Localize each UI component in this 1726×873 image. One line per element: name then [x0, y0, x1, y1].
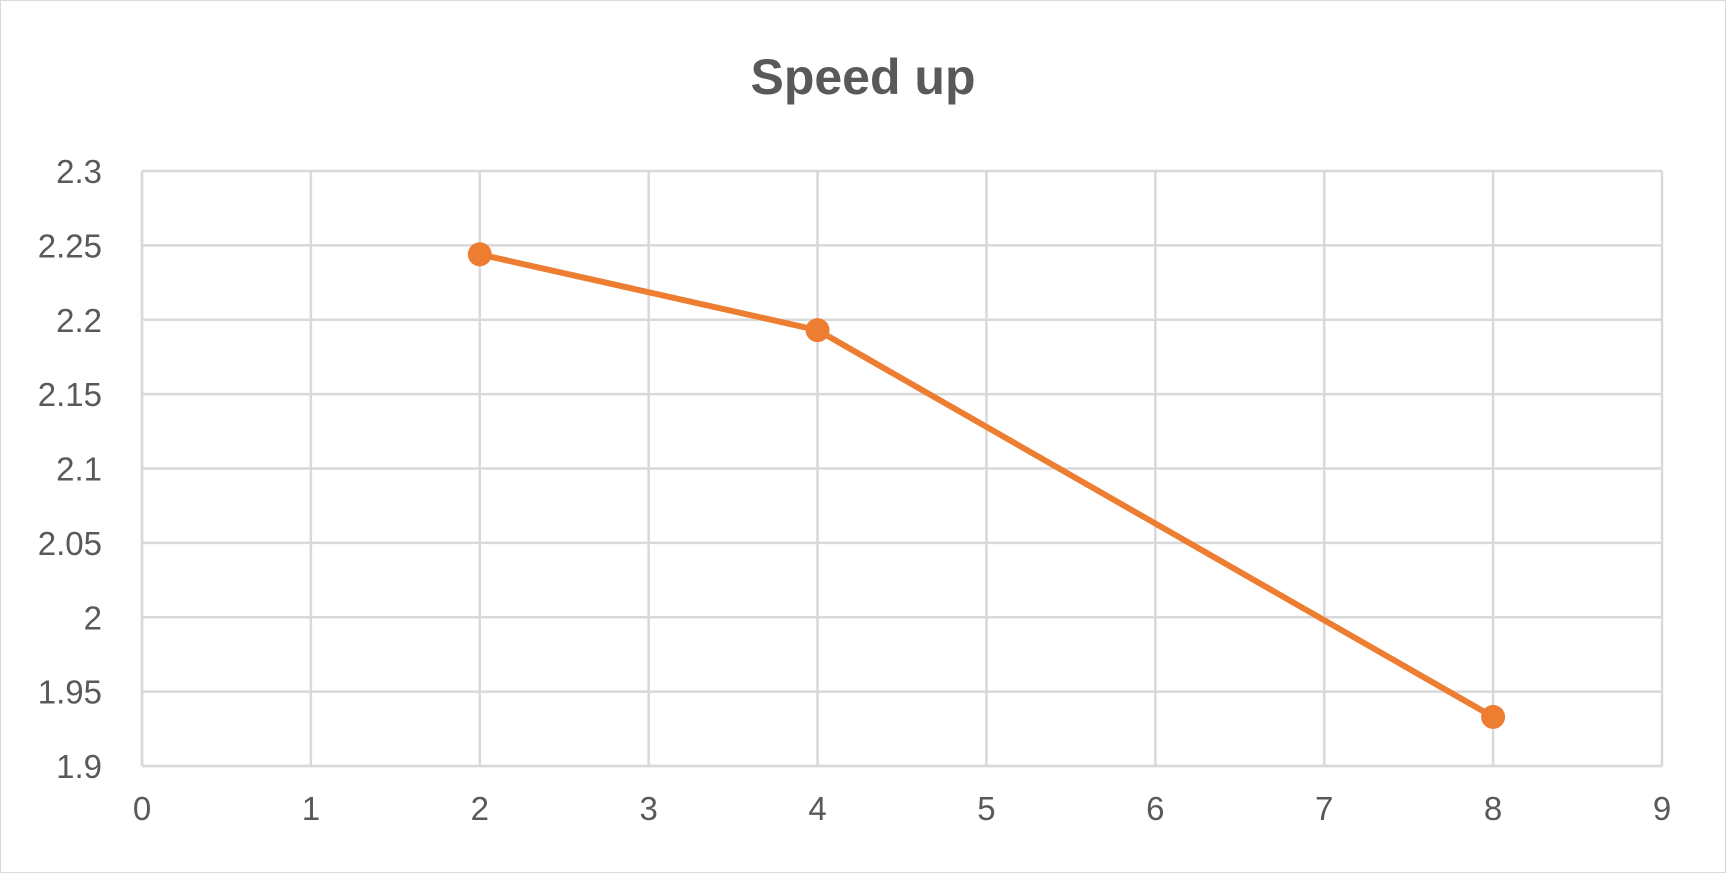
- x-tick-label: 4: [808, 790, 826, 827]
- chart-title: Speed up: [750, 49, 975, 105]
- data-point: [1481, 704, 1506, 729]
- y-tick-label: 2.15: [38, 376, 102, 413]
- y-tick-label: 2.05: [38, 525, 102, 562]
- y-tick-label: 2.2: [56, 302, 102, 339]
- x-tick-label: 3: [639, 790, 657, 827]
- gridlines: [140, 169, 1664, 768]
- data-point: [805, 318, 830, 343]
- y-tick-label: 2: [84, 599, 102, 636]
- y-tick-label: 2.1: [56, 451, 102, 488]
- x-tick-label: 8: [1484, 790, 1502, 827]
- axes: 1.9 1.95 2 2.05 2.1 2.15 2.2 2.25 2.3 0 1 2 3 4 5 6 7 8 9: [38, 153, 1671, 827]
- x-tick-label: 1: [302, 790, 320, 827]
- x-tick-label: 6: [1146, 790, 1164, 827]
- y-tick-label: 2.3: [56, 153, 102, 190]
- x-tick-label: 5: [977, 790, 995, 827]
- x-tick-label: 9: [1653, 790, 1671, 827]
- x-tick-label: 0: [133, 790, 151, 827]
- series: [467, 242, 1506, 729]
- y-tick-label: 1.95: [38, 674, 102, 711]
- x-tick-label: 7: [1315, 790, 1333, 827]
- data-point: [467, 242, 492, 267]
- y-tick-label: 1.9: [56, 748, 102, 785]
- x-tick-label: 2: [471, 790, 489, 827]
- y-tick-label: 2.25: [38, 227, 102, 264]
